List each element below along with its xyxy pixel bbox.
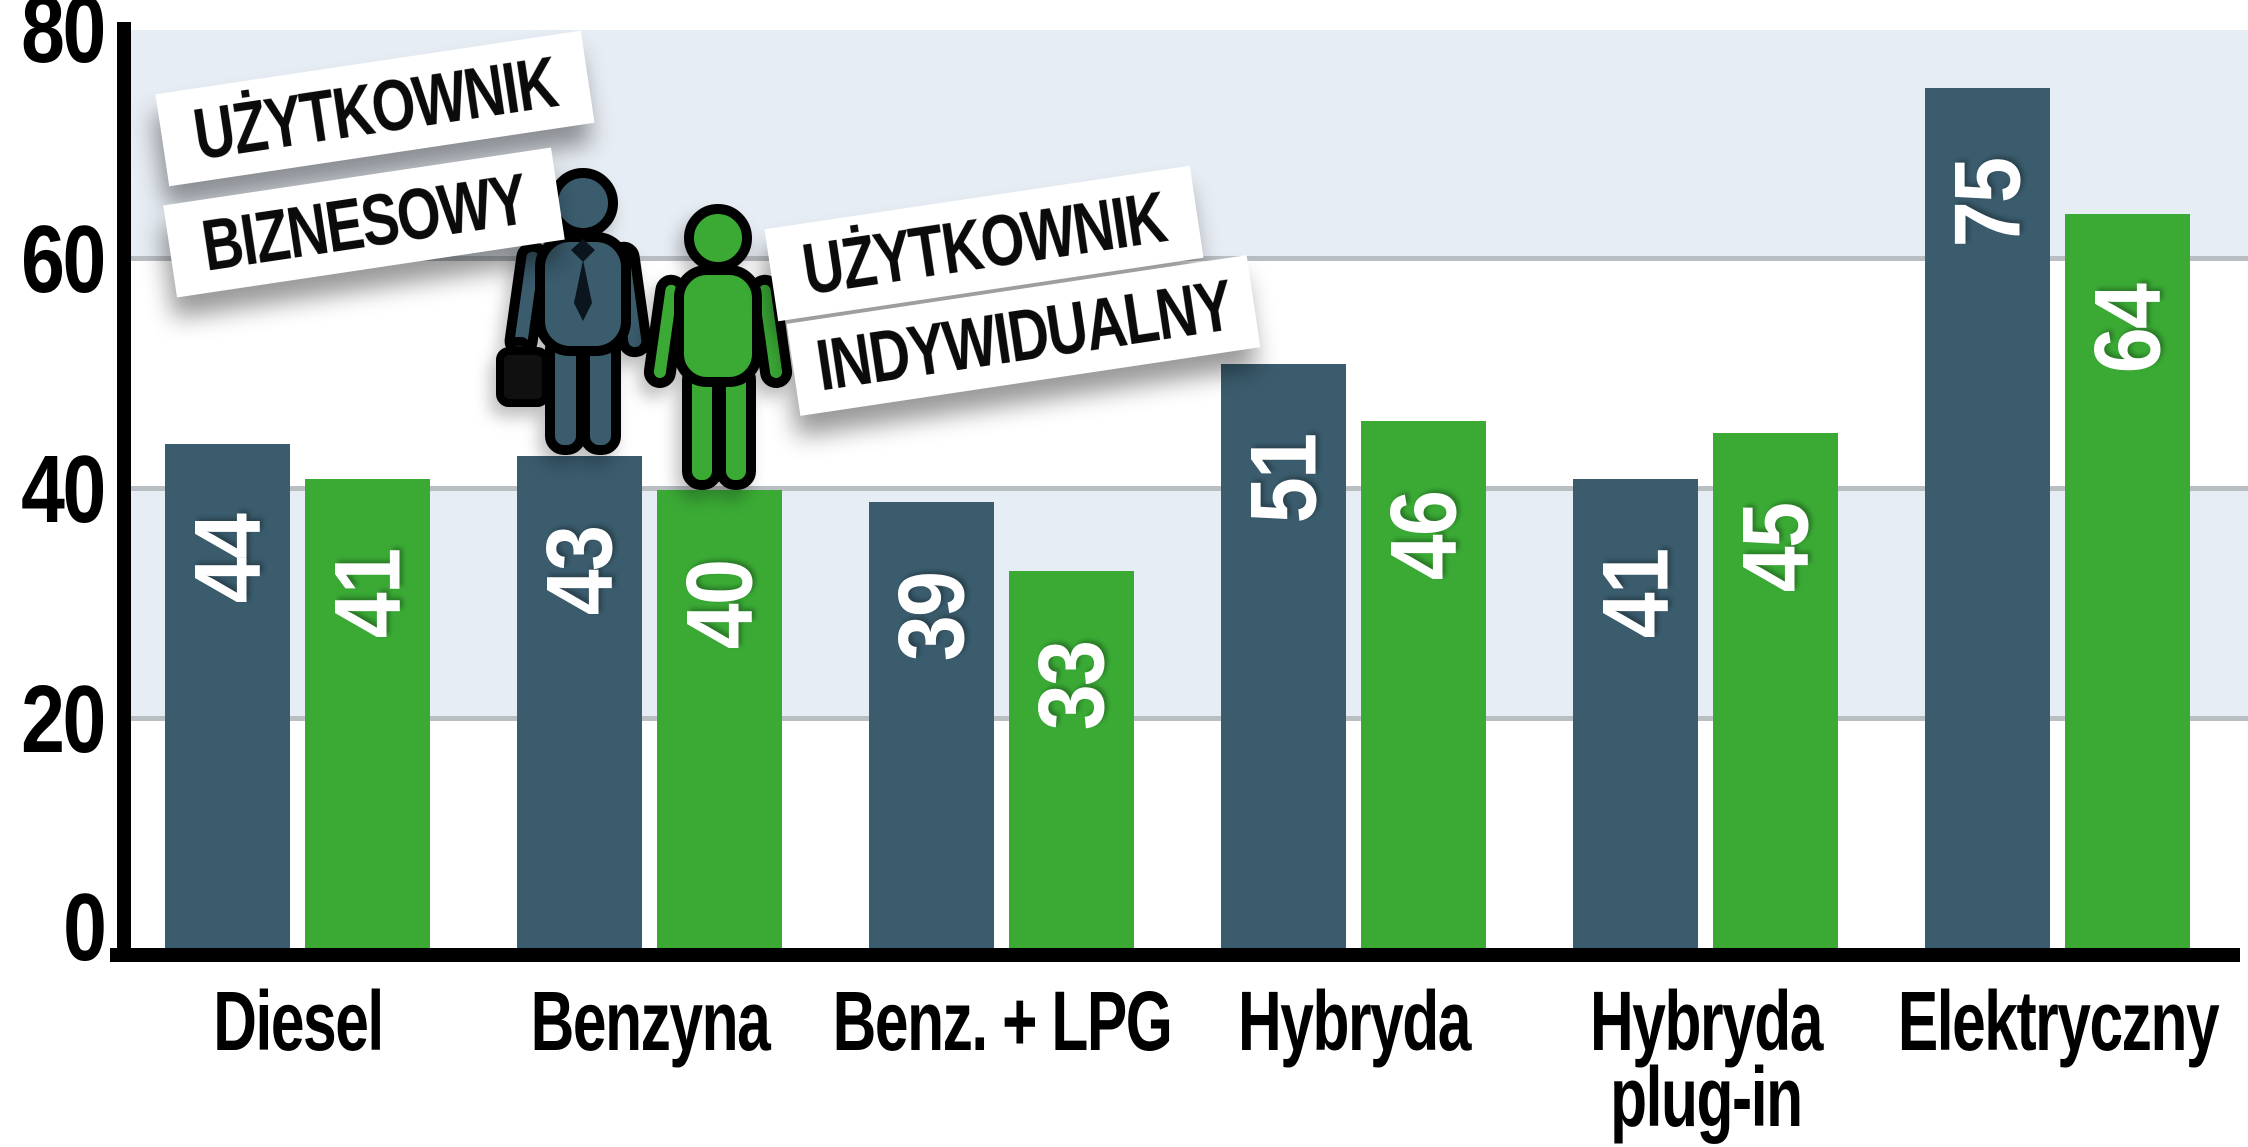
bar-business-2 bbox=[869, 501, 994, 950]
y-axis-tick-label: 80 bbox=[0, 0, 106, 83]
x-axis-label-text: Elektryczny bbox=[1897, 974, 2219, 1068]
bar-individual-5 bbox=[2065, 214, 2190, 950]
bar-business-4 bbox=[1573, 478, 1698, 950]
bar-business-1 bbox=[517, 455, 642, 950]
y-axis-line bbox=[117, 22, 131, 962]
bar-individual-2 bbox=[1009, 570, 1134, 950]
x-axis-label-4: Hybryda plug-in bbox=[1544, 974, 1866, 1144]
y-axis-tick-text: 60 bbox=[21, 206, 106, 313]
individual-person-icon bbox=[643, 204, 793, 490]
y-axis-tick-text: 20 bbox=[21, 666, 106, 773]
bar-individual-3 bbox=[1361, 421, 1486, 950]
y-axis-tick-label: 20 bbox=[0, 666, 106, 773]
background-band bbox=[131, 490, 2248, 720]
bar-business-0 bbox=[165, 444, 290, 950]
y-axis-tick-text: 0 bbox=[62, 874, 107, 981]
bar-individual-4 bbox=[1713, 432, 1838, 950]
gridline bbox=[131, 486, 2248, 491]
x-axis-label-0: Diesel bbox=[180, 974, 416, 1068]
y-axis-tick-label: 40 bbox=[0, 436, 106, 543]
x-axis-line bbox=[110, 948, 2240, 962]
y-axis-tick-text: 40 bbox=[21, 436, 106, 543]
bar-individual-1 bbox=[657, 490, 782, 950]
x-axis-label-3: Hybryda bbox=[1192, 974, 1514, 1068]
x-axis-label-text: Diesel bbox=[212, 974, 384, 1068]
x-axis-label-text: plug-in bbox=[1609, 1050, 1803, 1144]
x-axis-label-2: Benz. + LPG bbox=[766, 974, 1236, 1068]
x-axis-label-1: Benzyna bbox=[484, 974, 815, 1068]
bar-business-3 bbox=[1221, 363, 1346, 950]
bar-individual-0 bbox=[305, 478, 430, 950]
y-axis-tick-label: 0 bbox=[0, 874, 107, 981]
business-person-icon bbox=[496, 168, 652, 455]
x-axis-label-text: Hybryda bbox=[1237, 974, 1471, 1068]
y-axis-tick-label: 60 bbox=[0, 206, 106, 313]
x-axis-label-text: Hybryda bbox=[1589, 974, 1823, 1068]
x-axis-label-text: Benz. + LPG bbox=[832, 974, 1172, 1068]
x-axis-label-text: Benzyna bbox=[530, 974, 770, 1068]
x-axis-label-5: Elektryczny bbox=[1835, 974, 2248, 1068]
y-axis-tick-text: 80 bbox=[21, 0, 106, 83]
gridline bbox=[131, 716, 2248, 721]
bar-business-5 bbox=[1925, 87, 2050, 950]
